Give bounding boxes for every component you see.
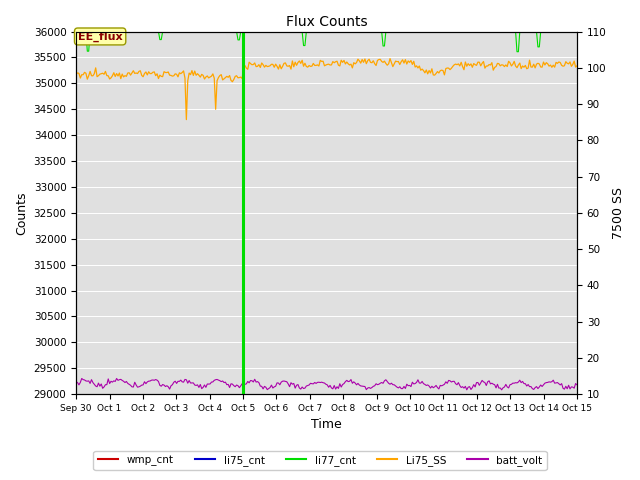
- Title: Flux Counts: Flux Counts: [285, 15, 367, 29]
- Legend: wmp_cnt, li75_cnt, li77_cnt, Li75_SS, batt_volt: wmp_cnt, li75_cnt, li77_cnt, Li75_SS, ba…: [93, 451, 547, 470]
- Y-axis label: 7500 SS: 7500 SS: [612, 187, 625, 239]
- Y-axis label: Counts: Counts: [15, 191, 28, 235]
- Text: EE_flux: EE_flux: [78, 31, 122, 42]
- X-axis label: Time: Time: [311, 419, 342, 432]
